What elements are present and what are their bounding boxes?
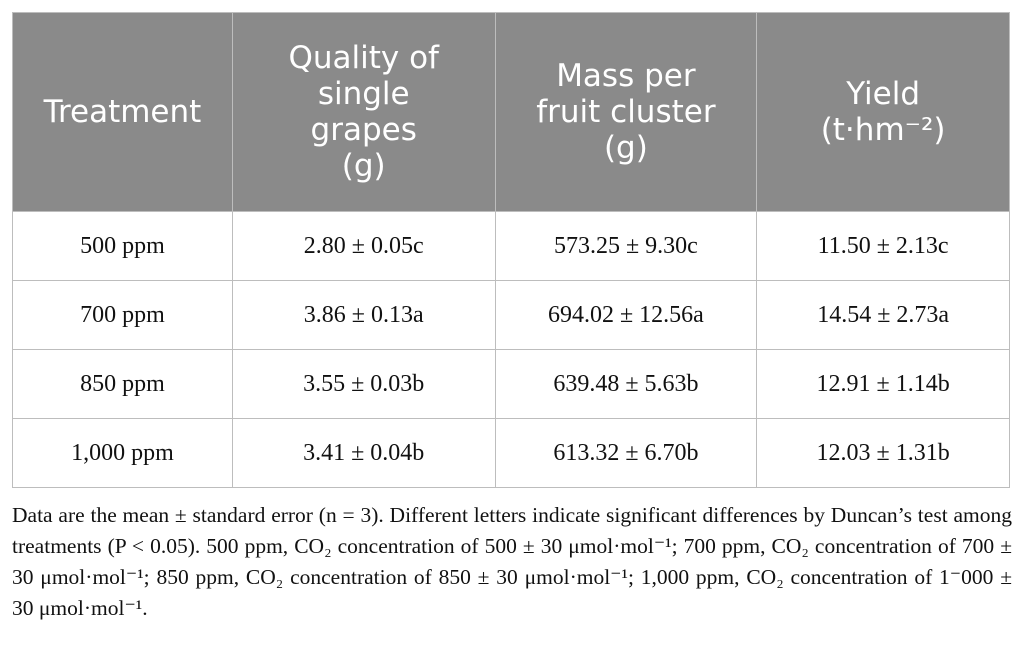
- header-line: Mass per: [556, 58, 696, 94]
- table-body: 500 ppm 2.80 ± 0.05c 573.25 ± 9.30c 11.50 ±…: [12, 211, 1010, 488]
- data-table: Treatment Quality of single grapes (g) Mass p…: [12, 12, 1010, 488]
- header-cell: Quality of single grapes (g): [231, 12, 496, 212]
- table-cell: 12.91 ± 1.14b: [756, 349, 1010, 419]
- header-cell: Mass per fruit cluster (g): [494, 12, 758, 212]
- table-cell: 14.54 ± 2.73a: [756, 280, 1010, 350]
- table-cell: 11.50 ± 2.13c: [756, 211, 1010, 281]
- table-row: 700 ppm 3.86 ± 0.13a 694.02 ± 12.56a 14.54 …: [12, 280, 1010, 350]
- header-cell: Yield (t·hm⁻²): [756, 12, 1010, 212]
- table-cell: 3.86 ± 0.13a: [231, 280, 496, 350]
- table-cell: 3.55 ± 0.03b: [231, 349, 496, 419]
- header-line: grapes: [310, 112, 417, 148]
- table-cell: 500 ppm: [12, 211, 233, 281]
- header-line: Yield: [846, 76, 921, 112]
- header-line: (t·hm⁻²): [820, 112, 946, 148]
- table-cell: 573.25 ± 9.30c: [494, 211, 758, 281]
- header-line: (g): [341, 148, 386, 184]
- header-line: single: [317, 76, 410, 112]
- header-row: Treatment Quality of single grapes (g) Mass p…: [12, 12, 1010, 212]
- table-cell: 850 ppm: [12, 349, 233, 419]
- table-cell: 613.32 ± 6.70b: [494, 418, 758, 488]
- table-cell: 3.41 ± 0.04b: [231, 418, 496, 488]
- table-cell: 2.80 ± 0.05c: [231, 211, 496, 281]
- table-cell: 12.03 ± 1.31b: [756, 418, 1010, 488]
- table-row: 850 ppm 3.55 ± 0.03b 639.48 ± 5.63b 12.91 ±…: [12, 349, 1010, 419]
- table-header: Treatment Quality of single grapes (g) Mass p…: [12, 12, 1010, 212]
- table-cell: 1,000 ppm: [12, 418, 233, 488]
- table-row: 500 ppm 2.80 ± 0.05c 573.25 ± 9.30c 11.50 ±…: [12, 211, 1010, 281]
- header-cell: Treatment: [12, 12, 233, 212]
- header-line: Quality of: [288, 40, 439, 76]
- table-row: 1,000 ppm 3.41 ± 0.04b 613.32 ± 6.70b 12.03…: [12, 418, 1010, 488]
- table-cell: 700 ppm: [12, 280, 233, 350]
- table-cell: 639.48 ± 5.63b: [494, 349, 758, 419]
- table-cell: 694.02 ± 12.56a: [494, 280, 758, 350]
- header-line: Treatment: [43, 94, 202, 130]
- header-line: (g): [603, 130, 648, 166]
- header-line: fruit cluster: [536, 94, 716, 130]
- footnote: Data are the mean ± standard error (n = …: [12, 503, 1012, 620]
